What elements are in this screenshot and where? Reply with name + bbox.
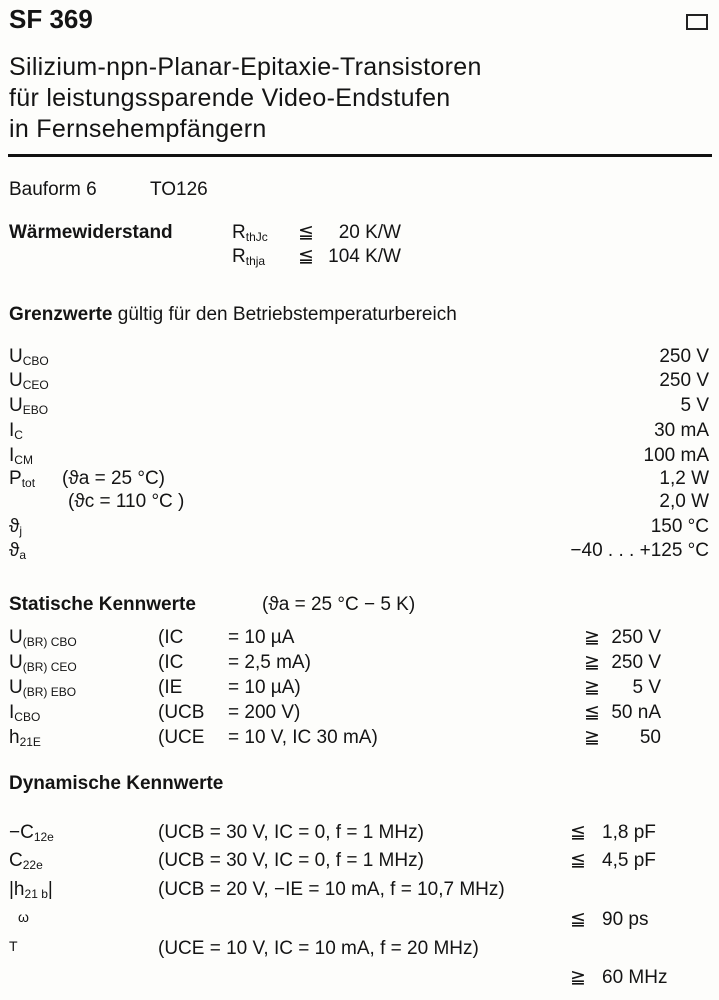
static-condition-var: (IC [158,652,184,673]
dynamic-value: 90 ps [602,909,649,930]
thermal-label: Wärmewiderstand [9,222,173,243]
limit-value: 1,2 W [659,468,709,489]
limit-symbol: Ptot [9,468,36,490]
limit-condition: (ϑa = 25 °C) [62,468,165,489]
relation-sign: ≧ [584,627,600,648]
static-heading: Statische Kennwerte [9,594,196,615]
dynamic-symbol: −C12e [9,822,54,844]
static-symbol: U(BR) CEO [9,652,77,674]
static-value: 250 V [611,627,661,648]
static-condition-value: = 200 V) [228,702,301,723]
limit-value: 5 V [680,395,709,416]
dynamic-value: 1,8 pF [602,822,656,843]
limit-value: 250 V [659,370,709,391]
static-condition-value: = 10 µA) [228,677,301,698]
thermal-symbol: Rthja [232,246,266,268]
relation-sign: ≧ [584,677,600,698]
dynamic-condition: (UCE = 10 V, IC = 10 mA, f = 20 MHz) [158,938,479,959]
static-symbol: ICBO [9,702,41,724]
static-condition-value: = 10 V, IC 30 mA) [228,727,378,748]
limit-value: 30 mA [654,420,709,441]
limit-value: 150 °C [650,516,709,537]
static-condition-var: (IC [158,627,184,648]
limit-symbol: UCBO [9,346,49,368]
limit-value: 250 V [659,346,709,367]
limit-value: 100 mA [643,445,709,466]
static-condition-value: = 2,5 mA) [228,652,311,673]
page-title: SF 369 [9,4,93,34]
relation-sign: ≦ [298,222,314,243]
static-symbol: U(BR) CBO [9,627,77,649]
static-value: 50 nA [611,702,661,723]
static-value: 250 V [611,652,661,673]
relation-sign: ≦ [570,909,586,930]
dynamic-value: 4,5 pF [602,850,656,871]
static-condition-value: = 10 µA [228,627,295,648]
dynamic-symbol: ω [18,909,29,925]
limit-symbol: UCEO [9,370,49,392]
subtitle-line: in Fernsehempfängern [9,115,267,143]
static-heading-condition: (ϑa = 25 °C − 5 K) [262,594,416,615]
static-condition-var: (IE [158,677,183,698]
limit-value: 2,0 W [659,491,709,512]
limit-value: −40 . . . +125 °C [570,540,709,561]
limit-symbol: UEBO [9,395,49,417]
dynamic-symbol: T [9,938,18,954]
relation-sign: ≦ [584,702,600,723]
relation-sign: ≧ [570,967,586,988]
dynamic-condition: (UCB = 30 V, IC = 0, f = 1 MHz) [158,822,424,843]
static-symbol: U(BR) EBO [9,677,77,699]
static-value: 50 [639,727,661,748]
relation-sign: ≧ [584,652,600,673]
relation-sign: ≦ [570,850,586,871]
limit-symbol: ϑj [9,516,23,538]
subtitle-line: Silizium-npn-Planar-Epitaxie-Transistore… [9,53,482,81]
limit-symbol: ϑa [9,540,27,562]
limit-symbol: IC [9,420,23,442]
checkbox-square-icon [686,14,708,30]
package-label: Bauform 6 [9,179,97,200]
divider [8,154,712,157]
thermal-value: 20 K/W [338,222,401,243]
static-condition-var: (UCB [158,702,205,723]
package-type: TO126 [150,179,208,200]
subtitle-line: für leistungssparende Video-Endstufen [9,84,451,112]
static-symbol: h21E [9,727,41,749]
static-value: 5 V [632,677,661,698]
relation-sign: ≧ [584,727,600,748]
relation-sign: ≦ [298,246,314,267]
limits-heading: Grenzwerte gültig für den Betriebstemper… [9,304,457,325]
dynamic-condition: (UCB = 30 V, IC = 0, f = 1 MHz) [158,850,424,871]
dynamic-symbol: C22e [9,850,43,872]
static-condition-var: (UCE [158,727,205,748]
relation-sign: ≦ [570,822,586,843]
limit-symbol: ICM [9,445,33,467]
dynamic-condition: (UCB = 20 V, −IE = 10 mA, f = 10,7 MHz) [158,879,505,900]
dynamic-heading: Dynamische Kennwerte [9,773,224,794]
dynamic-value: 60 MHz [602,967,668,988]
dynamic-symbol: |h21 b| [9,879,53,901]
thermal-symbol: RthJc [232,222,268,244]
limit-condition: (ϑc = 110 °C ) [68,491,185,512]
thermal-value: 104 K/W [328,246,401,267]
